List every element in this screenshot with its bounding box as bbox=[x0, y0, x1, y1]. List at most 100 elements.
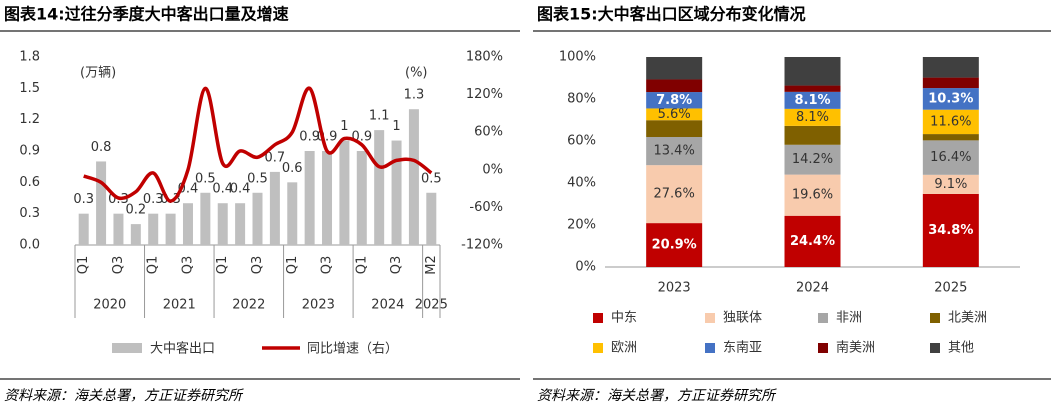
legend-swatch bbox=[818, 343, 828, 353]
y-tick-label: 20% bbox=[567, 218, 596, 233]
data-label: 10.3% bbox=[928, 91, 973, 106]
x-group-label: 2023 bbox=[302, 298, 335, 313]
bar-segment bbox=[922, 109, 979, 135]
data-label: 9.1% bbox=[934, 177, 967, 192]
bar bbox=[235, 203, 246, 245]
data-label: 5.6% bbox=[658, 107, 691, 122]
bar-segment bbox=[646, 137, 703, 166]
bar-segment bbox=[646, 223, 703, 267]
x-tick-label: 2024 bbox=[796, 281, 829, 296]
data-label: 20.9% bbox=[652, 238, 697, 253]
y-unit: (万辆) bbox=[80, 66, 116, 81]
chart-title: 图表15:大中客出口区域分布变化情况 bbox=[537, 5, 806, 24]
bar bbox=[182, 203, 193, 245]
data-label: 0.2 bbox=[125, 203, 146, 218]
data-label: 27.6% bbox=[654, 187, 695, 202]
x-tick-label: Q1 bbox=[215, 256, 230, 275]
x-group-label: 2025 bbox=[415, 298, 448, 313]
x-tick-label: M2 bbox=[424, 255, 439, 275]
bar bbox=[304, 151, 315, 245]
legend-swatch bbox=[593, 343, 603, 353]
legend-label: 其他 bbox=[948, 341, 974, 356]
data-label: 7.8% bbox=[656, 93, 692, 108]
bar-segment bbox=[646, 165, 703, 224]
legend-label: 大中客出口 bbox=[150, 341, 215, 357]
bar-segment bbox=[784, 215, 841, 267]
data-label: 8.1% bbox=[794, 93, 830, 108]
chart-title: 图表14:过往分季度大中客出口量及增速 bbox=[4, 5, 289, 24]
bar-segment bbox=[784, 174, 841, 216]
bar bbox=[96, 161, 107, 245]
x-group-label: 2021 bbox=[163, 298, 196, 313]
bar-segment bbox=[646, 79, 703, 93]
legend-swatch bbox=[112, 343, 142, 353]
x-tick-label: Q3 bbox=[111, 256, 126, 275]
y2-tick-label: 120% bbox=[466, 87, 503, 102]
data-label: 0.3 bbox=[143, 192, 164, 207]
bar-segment bbox=[784, 144, 841, 175]
y-tick-label: 100% bbox=[559, 50, 596, 65]
bar bbox=[200, 192, 211, 245]
bar bbox=[339, 140, 350, 245]
data-label: 24.4% bbox=[790, 234, 835, 249]
bar bbox=[426, 192, 437, 245]
y-tick-label: 0.3 bbox=[19, 206, 40, 221]
y2-tick-label: -120% bbox=[461, 238, 503, 253]
data-label: 14.2% bbox=[792, 152, 833, 167]
bar bbox=[287, 182, 298, 245]
y-tick-label: 1.2 bbox=[19, 112, 40, 127]
bar-segment bbox=[646, 108, 703, 121]
bar bbox=[165, 213, 176, 245]
bar-segment bbox=[922, 140, 979, 175]
x-tick-label: Q1 bbox=[354, 256, 369, 275]
y-tick-label: 1.5 bbox=[19, 81, 40, 96]
bar-segment bbox=[784, 91, 841, 109]
bar-segment bbox=[922, 57, 979, 78]
bar bbox=[130, 224, 141, 245]
y2-tick-label: 60% bbox=[474, 125, 503, 140]
bar bbox=[322, 151, 333, 245]
x-tick-label: Q3 bbox=[180, 256, 195, 275]
y2-tick-label: -60% bbox=[469, 200, 503, 215]
data-label: 0.9 bbox=[299, 130, 320, 145]
legend-swatch bbox=[705, 313, 715, 323]
data-label: 1.1 bbox=[369, 109, 390, 124]
y2-unit: (%) bbox=[405, 66, 428, 81]
bar bbox=[252, 192, 263, 245]
bar bbox=[374, 130, 385, 245]
data-label: 0.5 bbox=[421, 171, 442, 186]
data-label: 0.7 bbox=[265, 150, 286, 165]
data-label: 0.4 bbox=[230, 182, 251, 197]
legend-swatch bbox=[593, 313, 603, 323]
bar-segment bbox=[922, 174, 979, 194]
bar bbox=[217, 203, 228, 245]
data-label: 1 bbox=[340, 119, 348, 134]
bar bbox=[408, 109, 419, 245]
data-label: 0.6 bbox=[282, 161, 303, 176]
legend-label: 独联体 bbox=[723, 311, 762, 326]
line bbox=[83, 86, 433, 203]
legend-label: 南美洲 bbox=[836, 340, 875, 356]
legend-label: 同比增速（右） bbox=[307, 342, 398, 357]
legend-label: 非洲 bbox=[836, 311, 862, 326]
data-label: 0.5 bbox=[195, 171, 216, 186]
x-tick-label: 2023 bbox=[658, 281, 691, 296]
data-label: 19.6% bbox=[792, 188, 833, 203]
legend-swatch bbox=[930, 313, 940, 323]
y-tick-label: 80% bbox=[567, 92, 596, 107]
data-label: 0.8 bbox=[91, 140, 112, 155]
x-tick-label: 2025 bbox=[934, 281, 967, 296]
legend-swatch bbox=[930, 343, 940, 353]
data-label: 0.4 bbox=[212, 182, 233, 197]
bar bbox=[269, 171, 280, 245]
x-tick-label: Q3 bbox=[389, 256, 404, 275]
legend-label: 欧洲 bbox=[611, 341, 637, 356]
bar-segment bbox=[784, 57, 841, 86]
legend-label: 东南亚 bbox=[723, 340, 762, 356]
y-tick-label: 0.0 bbox=[19, 238, 40, 253]
x-group-label: 2022 bbox=[232, 298, 265, 313]
source: 资料来源：海关总署，方正证券研究所 bbox=[4, 388, 244, 404]
bar-segment bbox=[646, 57, 703, 80]
x-tick-label: Q1 bbox=[285, 256, 300, 275]
y2-tick-label: 180% bbox=[466, 50, 503, 65]
